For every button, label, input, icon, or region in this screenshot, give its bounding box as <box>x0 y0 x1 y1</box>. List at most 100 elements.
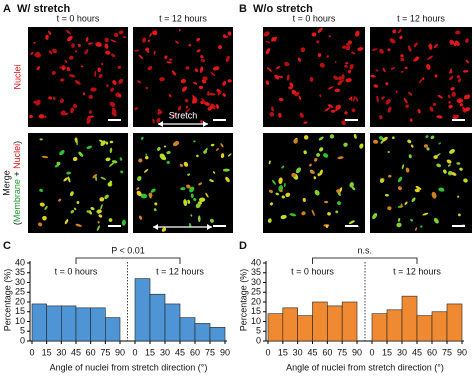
cell <box>297 57 301 62</box>
micrograph <box>370 133 472 233</box>
cell <box>134 107 138 111</box>
cell <box>145 153 148 156</box>
cell <box>325 225 329 228</box>
cell <box>433 155 438 159</box>
cell <box>178 28 181 32</box>
x-tick-label: 30 <box>56 347 66 357</box>
cell <box>150 188 156 193</box>
cell <box>449 149 455 154</box>
cell <box>350 96 353 101</box>
cell <box>118 30 124 35</box>
cell <box>193 81 198 85</box>
x-axis-label: Angle of nuclei from stretch direction (… <box>50 362 208 372</box>
x-tick-label: 45 <box>412 347 422 357</box>
cell <box>388 174 392 178</box>
cell <box>175 40 179 44</box>
cell <box>311 209 315 216</box>
cell <box>39 188 43 192</box>
cell <box>200 58 205 63</box>
cell <box>161 227 167 232</box>
cell <box>41 155 49 159</box>
cell <box>387 150 391 154</box>
cell <box>105 84 109 87</box>
cell <box>428 43 433 50</box>
cell <box>329 134 335 139</box>
cell <box>404 66 408 70</box>
cell <box>227 79 232 83</box>
x-tick-label: 30 <box>397 347 407 357</box>
cell <box>359 143 364 149</box>
cell <box>144 169 149 173</box>
cell <box>147 39 150 43</box>
label-part: ) <box>12 141 22 144</box>
cell <box>401 164 405 170</box>
panel-label: D <box>239 240 247 252</box>
cell <box>88 110 93 114</box>
cell <box>371 48 378 51</box>
micrograph <box>28 27 128 127</box>
cell <box>38 222 43 227</box>
cell <box>449 68 452 74</box>
cell <box>281 165 285 169</box>
cell <box>154 202 158 206</box>
cell <box>271 179 277 185</box>
cell <box>417 108 421 114</box>
cell <box>330 109 336 113</box>
cell <box>379 136 384 140</box>
y-tick-label: 5 <box>256 326 261 336</box>
cell <box>372 139 379 144</box>
cell <box>293 138 298 144</box>
bar <box>341 301 358 342</box>
cell <box>109 147 113 154</box>
cell <box>295 167 301 174</box>
cell <box>119 157 123 161</box>
cell <box>138 215 143 220</box>
y-tick-label: 15 <box>251 306 261 316</box>
cell <box>196 37 201 42</box>
cell <box>311 32 317 37</box>
cell <box>76 201 80 204</box>
bar <box>416 315 433 342</box>
cell <box>457 78 462 83</box>
group-title: t = 12 hours <box>393 266 441 276</box>
cell <box>98 74 103 78</box>
cell <box>426 147 430 151</box>
cell <box>68 74 76 78</box>
cell <box>348 220 355 225</box>
cell <box>148 192 153 198</box>
cell <box>397 28 402 34</box>
cell <box>413 42 418 48</box>
cell <box>268 160 271 165</box>
cell <box>298 95 302 100</box>
cell <box>61 66 66 71</box>
x-tick-label: 75 <box>337 347 347 357</box>
cell <box>327 86 334 90</box>
bar <box>209 327 226 342</box>
cell <box>463 94 471 100</box>
cell <box>405 167 410 173</box>
cell <box>317 53 322 57</box>
cell <box>112 80 117 85</box>
stretch-label: Stretch <box>169 110 198 120</box>
cell <box>96 225 100 231</box>
cell <box>201 98 206 104</box>
cell <box>66 67 70 72</box>
y-tick-label: 25 <box>251 287 261 297</box>
cell <box>437 94 443 99</box>
cell <box>100 204 103 210</box>
cell <box>111 53 116 58</box>
bar <box>297 315 313 342</box>
cell <box>180 187 186 191</box>
cell <box>456 98 464 104</box>
cell <box>376 95 379 103</box>
panel-label: B <box>239 3 247 15</box>
cell <box>134 49 140 52</box>
cell <box>271 106 274 112</box>
cell <box>78 151 84 157</box>
bar <box>386 309 403 342</box>
cell <box>346 78 352 82</box>
panel-label: A <box>3 3 11 15</box>
cell <box>346 42 351 46</box>
cell <box>29 115 33 119</box>
cell <box>210 143 215 147</box>
